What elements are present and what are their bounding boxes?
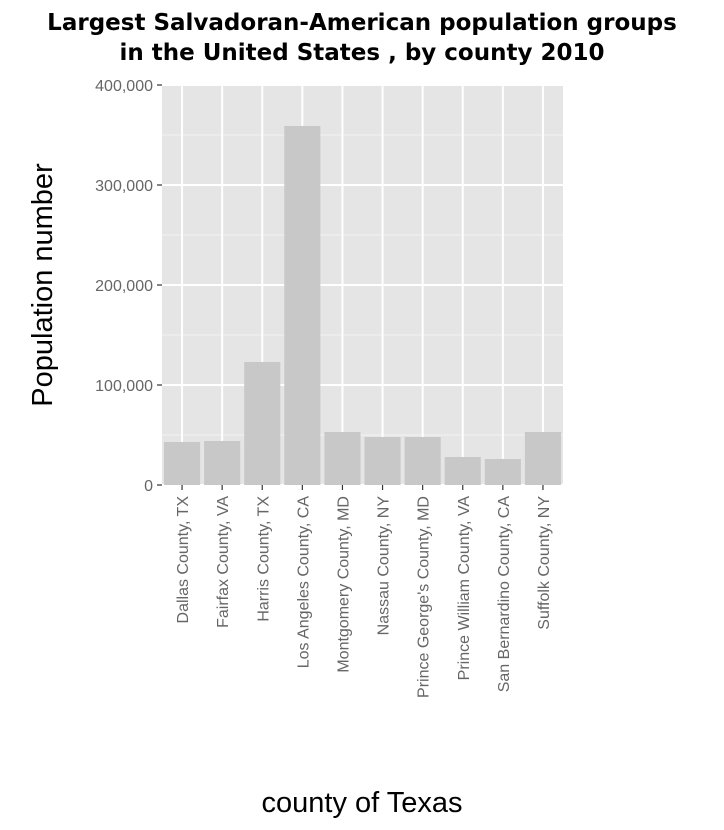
chart-title-line-1: Largest Salvadoran-American population g…	[47, 10, 677, 36]
chart-title-line-2: in the United States , by county 2010	[119, 40, 604, 66]
minor-gridlines	[162, 134, 563, 436]
y-tick-label: 200,000	[95, 278, 153, 295]
y-axis-title: Population number	[27, 163, 59, 407]
x-tick-label: Suffolk County, NY	[536, 496, 553, 630]
bar	[404, 437, 441, 485]
y-axis: 0 100,000 200,000 300,000 400,000	[95, 78, 162, 495]
x-tick-label: Prince George's County, MD	[416, 496, 433, 698]
y-tick-label: 0	[144, 478, 153, 495]
x-axis-title: county of Texas	[262, 787, 463, 819]
bar	[484, 459, 521, 485]
x-tick-label: Fairfax County, VA	[215, 496, 232, 628]
bar	[444, 457, 481, 485]
bar	[284, 126, 321, 485]
x-tick-label: Harris County, TX	[255, 496, 272, 622]
bar	[204, 441, 241, 485]
bar	[364, 437, 401, 485]
y-tick-label: 400,000	[95, 78, 153, 95]
major-gridlines	[162, 84, 563, 486]
x-tick-label: Nassau County, NY	[376, 496, 393, 636]
x-tick-label: San Bernardino County, CA	[496, 496, 513, 693]
y-tick-label: 100,000	[95, 378, 153, 395]
x-tick-label: Prince William County, VA	[456, 496, 473, 681]
y-tick-label: 300,000	[95, 178, 153, 195]
x-tick-label: Los Angeles County, CA	[295, 496, 312, 669]
x-axis: Dallas County, TX Fairfax County, VA Harri…	[175, 485, 553, 698]
bar	[324, 432, 361, 485]
bars	[164, 126, 561, 485]
x-tick-label: Montgomery County, MD	[335, 496, 352, 673]
bar	[524, 432, 561, 485]
x-tick-label: Dallas County, TX	[175, 496, 192, 624]
bar	[164, 442, 201, 485]
bar	[244, 362, 281, 485]
